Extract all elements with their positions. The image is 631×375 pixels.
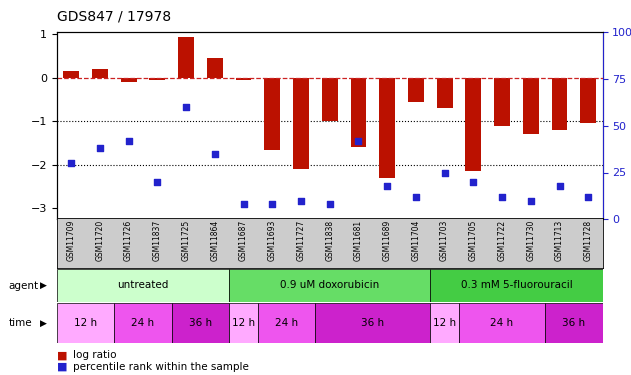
Bar bbox=[437, 78, 452, 108]
Text: ▶: ▶ bbox=[40, 319, 47, 328]
Point bbox=[440, 170, 450, 176]
Text: GSM11728: GSM11728 bbox=[584, 220, 593, 261]
Text: percentile rank within the sample: percentile rank within the sample bbox=[73, 362, 249, 372]
Text: GSM11725: GSM11725 bbox=[182, 220, 191, 261]
Bar bbox=[430, 269, 603, 302]
Text: GSM11838: GSM11838 bbox=[325, 220, 334, 261]
Text: ■: ■ bbox=[57, 362, 68, 372]
Bar bbox=[229, 303, 258, 343]
Text: GSM11693: GSM11693 bbox=[268, 220, 277, 261]
Point bbox=[239, 201, 249, 207]
Bar bbox=[235, 78, 251, 80]
Bar bbox=[264, 78, 280, 150]
Text: GSM11722: GSM11722 bbox=[498, 220, 507, 261]
Bar bbox=[57, 303, 114, 343]
Text: 36 h: 36 h bbox=[562, 318, 586, 328]
Bar bbox=[316, 303, 430, 343]
Text: time: time bbox=[8, 318, 32, 328]
Text: 24 h: 24 h bbox=[490, 318, 514, 328]
Point bbox=[66, 160, 76, 166]
Text: agent: agent bbox=[8, 281, 38, 291]
Bar bbox=[57, 269, 229, 302]
Point bbox=[209, 151, 220, 157]
Bar bbox=[63, 71, 79, 78]
Text: untreated: untreated bbox=[117, 280, 168, 290]
Text: GDS847 / 17978: GDS847 / 17978 bbox=[57, 9, 171, 23]
Bar bbox=[408, 78, 424, 102]
Bar bbox=[494, 78, 510, 126]
Point bbox=[267, 201, 277, 207]
Bar bbox=[229, 269, 430, 302]
Bar bbox=[258, 303, 316, 343]
Point bbox=[468, 179, 478, 185]
Point bbox=[152, 179, 162, 185]
Text: 24 h: 24 h bbox=[275, 318, 298, 328]
Bar bbox=[351, 78, 367, 147]
Text: GSM11705: GSM11705 bbox=[469, 220, 478, 261]
Point bbox=[324, 201, 334, 207]
Bar bbox=[523, 78, 539, 134]
Text: 36 h: 36 h bbox=[189, 318, 212, 328]
Point bbox=[353, 138, 363, 144]
Text: 12 h: 12 h bbox=[433, 318, 456, 328]
Text: GSM11681: GSM11681 bbox=[354, 220, 363, 261]
Point bbox=[95, 145, 105, 151]
Text: GSM11689: GSM11689 bbox=[382, 220, 392, 261]
Text: GSM11704: GSM11704 bbox=[411, 220, 420, 261]
Point bbox=[124, 138, 134, 144]
Point bbox=[296, 198, 306, 204]
Bar bbox=[172, 303, 229, 343]
Bar bbox=[178, 37, 194, 78]
Text: GSM11687: GSM11687 bbox=[239, 220, 248, 261]
Bar bbox=[459, 303, 545, 343]
Text: GSM11727: GSM11727 bbox=[297, 220, 305, 261]
Point bbox=[181, 104, 191, 110]
Bar bbox=[150, 78, 165, 80]
Text: GSM11709: GSM11709 bbox=[67, 220, 76, 261]
Point bbox=[555, 183, 565, 189]
Text: ■: ■ bbox=[57, 351, 68, 360]
Bar bbox=[92, 69, 108, 78]
Bar bbox=[322, 78, 338, 121]
Text: GSM11713: GSM11713 bbox=[555, 220, 564, 261]
Text: GSM11730: GSM11730 bbox=[526, 220, 535, 261]
Text: GSM11726: GSM11726 bbox=[124, 220, 133, 261]
Text: ▶: ▶ bbox=[40, 281, 47, 290]
Bar bbox=[207, 58, 223, 78]
Point bbox=[583, 194, 593, 200]
Bar bbox=[466, 78, 481, 171]
Bar bbox=[551, 78, 567, 130]
Text: 12 h: 12 h bbox=[74, 318, 97, 328]
Bar bbox=[121, 78, 136, 82]
Text: 36 h: 36 h bbox=[361, 318, 384, 328]
Text: GSM11864: GSM11864 bbox=[210, 220, 220, 261]
Bar bbox=[293, 78, 309, 169]
Bar bbox=[430, 303, 459, 343]
Text: GSM11837: GSM11837 bbox=[153, 220, 162, 261]
Text: 0.3 mM 5-fluorouracil: 0.3 mM 5-fluorouracil bbox=[461, 280, 572, 290]
Point bbox=[411, 194, 421, 200]
Bar bbox=[581, 78, 596, 123]
Text: 24 h: 24 h bbox=[131, 318, 155, 328]
Point bbox=[497, 194, 507, 200]
Bar bbox=[379, 78, 395, 178]
Text: GSM11720: GSM11720 bbox=[95, 220, 104, 261]
Text: log ratio: log ratio bbox=[73, 351, 116, 360]
Bar bbox=[545, 303, 603, 343]
Point bbox=[526, 198, 536, 204]
Text: GSM11703: GSM11703 bbox=[440, 220, 449, 261]
Text: 0.9 uM doxorubicin: 0.9 uM doxorubicin bbox=[280, 280, 379, 290]
Bar bbox=[114, 303, 172, 343]
Point bbox=[382, 183, 392, 189]
Text: 12 h: 12 h bbox=[232, 318, 255, 328]
